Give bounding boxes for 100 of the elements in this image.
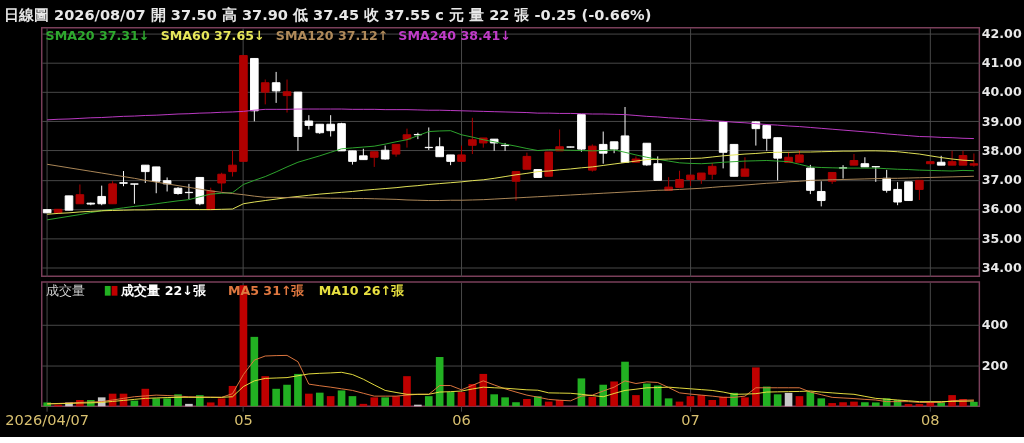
- candlestick: [326, 114, 335, 138]
- candlestick: [282, 79, 292, 114]
- bar: [326, 396, 335, 407]
- candlestick: [271, 71, 281, 104]
- bar: [686, 396, 695, 407]
- candlestick: [947, 150, 957, 166]
- line-series: [46, 371, 975, 405]
- bar: [424, 396, 433, 407]
- bar: [871, 402, 880, 407]
- bar: [708, 400, 717, 407]
- y-tick-label: 35.00: [981, 230, 1022, 246]
- bar: [664, 398, 673, 407]
- bar: [501, 397, 509, 407]
- candlestick: [740, 156, 750, 177]
- bar: [970, 401, 978, 407]
- bar: [621, 361, 629, 407]
- bar: [839, 402, 847, 407]
- candlestick: [882, 169, 891, 194]
- candlestick: [435, 136, 444, 158]
- candlestick: [424, 126, 434, 151]
- x-tick-label: 06: [452, 411, 471, 429]
- bar: [861, 402, 869, 407]
- text: SMA60 37.65↓: [160, 28, 265, 44]
- bar: [653, 385, 662, 407]
- bar: [305, 393, 313, 407]
- candlestick: [108, 180, 117, 205]
- bar: [315, 392, 324, 407]
- bar: [523, 398, 531, 407]
- candlestick: [217, 172, 226, 192]
- bar: [217, 398, 226, 407]
- bar: [479, 373, 488, 407]
- bar: [403, 376, 411, 407]
- x-tick-label: 07: [681, 411, 700, 429]
- line-series: [46, 163, 975, 202]
- bar: [381, 397, 389, 407]
- text: SMA120 37.12↑: [275, 28, 389, 44]
- bar: [370, 397, 379, 407]
- bar: [272, 388, 280, 407]
- y-tick-label: 34.00: [981, 259, 1022, 275]
- y-tick-label: 39.00: [981, 113, 1022, 129]
- bar: [337, 390, 346, 407]
- candlestick: [75, 183, 85, 205]
- y-tick-label: 400: [981, 317, 1009, 333]
- candlestick: [806, 164, 815, 195]
- line-series: [46, 108, 975, 140]
- candlestick: [860, 156, 870, 168]
- candlestick: [468, 117, 477, 155]
- bar: [283, 384, 291, 407]
- candlestick: [598, 131, 608, 165]
- candlestick: [816, 180, 826, 207]
- bar: [773, 394, 782, 407]
- candlestick: [151, 166, 161, 194]
- bar: [588, 396, 597, 407]
- candlestick: [904, 181, 913, 202]
- bar: [348, 396, 357, 407]
- bar: [828, 403, 836, 407]
- y-axis-title: 成交量: [45, 282, 85, 298]
- candlestick: [773, 137, 782, 181]
- line-series: [46, 130, 975, 221]
- candlestick: [402, 128, 412, 149]
- y-tick-label: 37.00: [981, 172, 1022, 188]
- text: SMA20 37.31↓: [45, 28, 150, 44]
- candlestick: [184, 183, 194, 200]
- bar: [490, 394, 499, 407]
- bar: [752, 367, 760, 407]
- bar: [643, 383, 651, 407]
- y-tick-label: 40.00: [981, 84, 1022, 100]
- text: SMA240 38.41↓: [398, 28, 511, 44]
- bar: [795, 396, 804, 407]
- candlestick: [915, 179, 924, 201]
- y-tick-label: 36.00: [981, 201, 1022, 217]
- chart-title: 日線圖 2026/08/07 開 37.50 高 37.90 低 37.45 收 37.55 c 元 量 22 張 -0.25 (-0.66%): [4, 6, 652, 24]
- bar: [632, 395, 640, 407]
- candlestick: [260, 79, 270, 105]
- bar: [294, 373, 302, 407]
- candlestick: [588, 143, 597, 173]
- bar: [741, 397, 749, 407]
- candlestick: [762, 124, 772, 152]
- y-tick-label: 42.00: [981, 25, 1022, 41]
- bar: [163, 398, 171, 407]
- bar: [457, 392, 466, 407]
- candlestick: [228, 150, 237, 178]
- bar: [206, 402, 215, 407]
- y-tick-label: 41.00: [981, 55, 1022, 71]
- bar: [512, 402, 520, 407]
- x-tick-label: 2026/04/07: [5, 411, 90, 429]
- candlestick: [849, 153, 859, 166]
- candlestick: [893, 181, 902, 206]
- x-tick-label: 05: [234, 411, 253, 429]
- candlestick: [969, 152, 979, 168]
- candlestick: [97, 185, 107, 206]
- candlestick: [130, 183, 139, 205]
- y-tick-label: 200: [981, 357, 1009, 373]
- legend-label: 成交量 22↓張: [120, 282, 207, 298]
- bar: [392, 396, 400, 407]
- x-tick-label: 08: [921, 411, 940, 429]
- text: MA10 26↑張: [318, 282, 406, 298]
- bar: [261, 376, 270, 407]
- bar: [446, 392, 455, 407]
- y-tick-label: 38.00: [981, 142, 1022, 158]
